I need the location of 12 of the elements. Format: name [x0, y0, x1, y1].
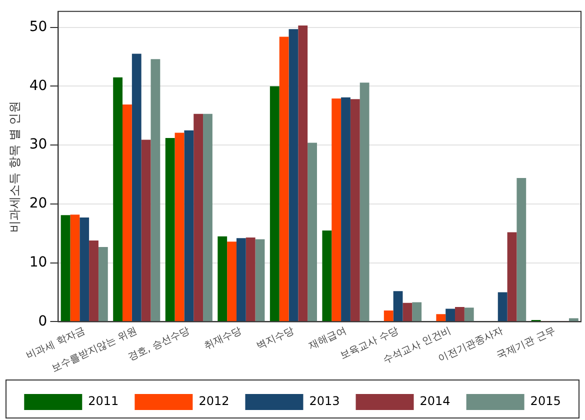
y-tick-label: 30 — [29, 136, 48, 153]
legend-label: 2015 — [530, 394, 561, 408]
y-tick-label: 10 — [29, 254, 48, 270]
y-tick-label: 0 — [38, 313, 48, 330]
legend-label: 2011 — [88, 394, 119, 408]
y-tick-label: 40 — [29, 78, 48, 94]
legend-label: 2013 — [309, 394, 340, 408]
y-tick-label: 50 — [29, 18, 48, 35]
legend-label: 2012 — [198, 394, 230, 408]
y-tick-label: 20 — [29, 196, 48, 212]
legend-label: 2014 — [420, 394, 450, 408]
y-axis-title: 비과세소득 항목 별 인원 — [7, 100, 22, 232]
